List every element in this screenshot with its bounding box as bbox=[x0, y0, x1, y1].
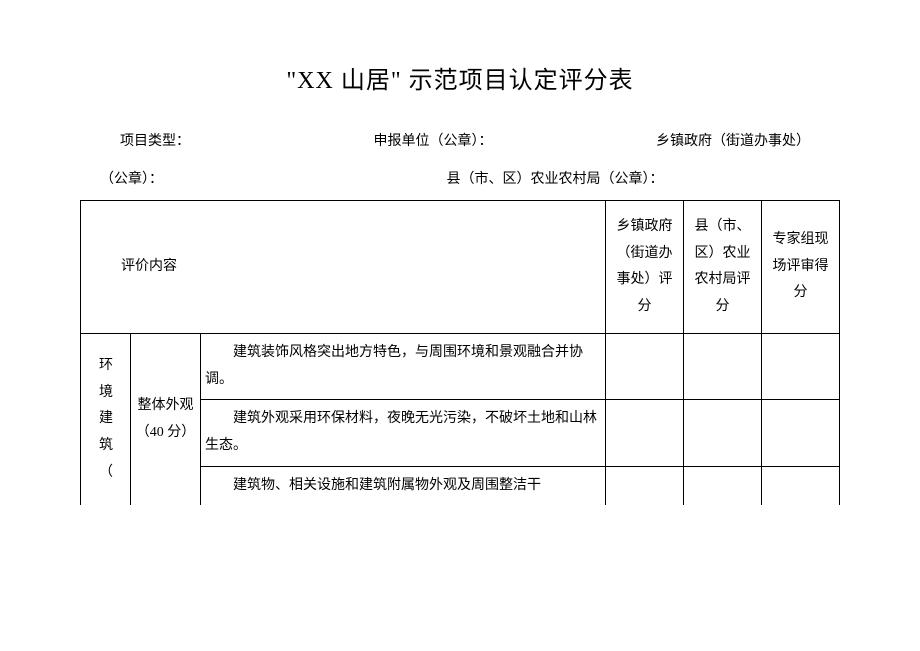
table-header-row: 评价内容 乡镇政府（街道办事处）评分 县（市、区）农业农村局评分 专家组现场评审… bbox=[81, 201, 840, 334]
category-cell: 环境建筑（ bbox=[81, 334, 131, 505]
township-label: 乡镇政府（街道办事处） bbox=[656, 125, 810, 159]
meta-row-2: （公章）： 县（市、区）农业农村局（公章）： bbox=[80, 163, 840, 197]
county-bureau-label: 县（市、区）农业农村局（公章）： bbox=[447, 163, 664, 197]
criteria-cell: 建筑外观采用环保材料，夜晚无光污染，不破坏土地和山林生态。 bbox=[201, 400, 606, 466]
meta-row-1: 项目类型： 申报单位（公章）： 乡镇政府（街道办事处） bbox=[80, 125, 840, 159]
subcategory-cell: 整体外观（40 分） bbox=[131, 334, 201, 505]
header-eval-content: 评价内容 bbox=[81, 201, 606, 334]
score-cell-county bbox=[684, 400, 762, 466]
score-cell-expert bbox=[762, 400, 840, 466]
header-score-county: 县（市、区）农业农村局评分 bbox=[684, 201, 762, 334]
score-cell-expert bbox=[762, 334, 840, 400]
scoring-table: 评价内容 乡镇政府（街道办事处）评分 县（市、区）农业农村局评分 专家组现场评审… bbox=[80, 200, 840, 505]
score-cell-township bbox=[606, 334, 684, 400]
project-type-label: 项目类型： bbox=[120, 125, 190, 159]
score-cell-expert bbox=[762, 466, 840, 505]
header-score-township: 乡镇政府（街道办事处）评分 bbox=[606, 201, 684, 334]
header-score-expert: 专家组现场评审得分 bbox=[762, 201, 840, 334]
applicant-label: 申报单位（公章）： bbox=[374, 125, 493, 159]
table-row: 环境建筑（ 整体外观（40 分） 建筑装饰风格突出地方特色，与周围环境和景观融合… bbox=[81, 334, 840, 400]
criteria-cell: 建筑物、相关设施和建筑附属物外观及周围整洁干 bbox=[201, 466, 606, 505]
score-cell-township bbox=[606, 466, 684, 505]
score-cell-county bbox=[684, 334, 762, 400]
score-cell-township bbox=[606, 400, 684, 466]
seal1-label: （公章）： bbox=[100, 163, 163, 197]
score-cell-county bbox=[684, 466, 762, 505]
page-title: "XX 山居" 示范项目认定评分表 bbox=[80, 60, 840, 95]
criteria-cell: 建筑装饰风格突出地方特色，与周围环境和景观融合并协调。 bbox=[201, 334, 606, 400]
